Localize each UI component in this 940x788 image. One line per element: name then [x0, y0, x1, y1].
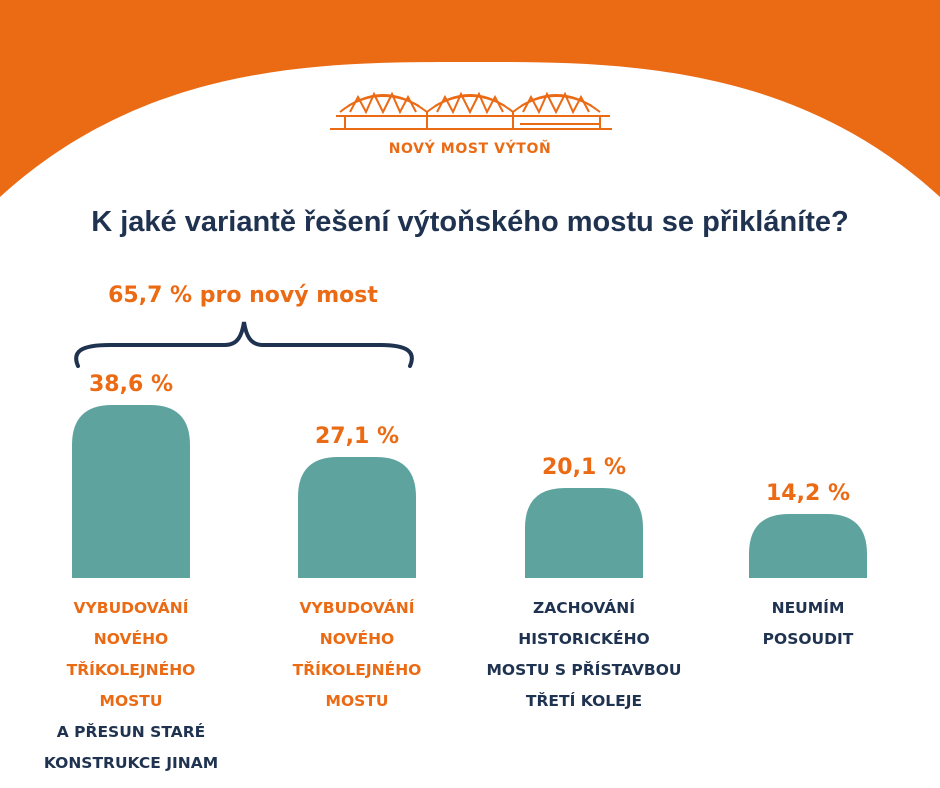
bar-3	[525, 488, 643, 578]
category-label-3: ZACHOVÁNÍ HISTORICKÉHO MOSTU S PŘÍSTAVBOU T…	[469, 593, 699, 717]
bridge-arches-icon	[330, 91, 612, 130]
category-label-line: TŘETÍ KOLEJE	[525, 692, 643, 710]
category-label-2: VYBUDOVÁNÍ NOVÉHO TŘÍKOLEJNÉHO MOSTU	[242, 593, 472, 717]
category-label-line: MOSTU	[325, 692, 389, 710]
category-label-line: MOSTU S PŘÍSTAVBOU	[486, 661, 682, 679]
header-arc-shape	[0, 0, 940, 197]
chart-title: K jaké variantě řešení výtoňského mostu …	[91, 206, 849, 238]
category-label-line: TŘÍKOLEJNÉHO	[66, 661, 196, 679]
category-label-line: VYBUDOVÁNÍ	[73, 599, 189, 617]
category-label-line: HISTORICKÉHO	[518, 630, 650, 648]
category-label-line: POSOUDIT	[762, 630, 854, 648]
bar-4	[749, 514, 867, 578]
category-label-line: NOVÉHO	[319, 630, 395, 648]
category-label-line: TŘÍKOLEJNÉHO	[292, 661, 422, 679]
category-label-line: NOVÉHO	[93, 630, 169, 648]
category-label-4: NEUMÍM POSOUDIT	[693, 593, 923, 655]
category-label-line: NEUMÍM	[771, 599, 845, 617]
logo-text: NOVÝ MOST VÝTOŇ	[388, 141, 552, 157]
bar-value-label-2: 27,1 %	[315, 424, 399, 449]
bar-value-label-4: 14,2 %	[766, 481, 850, 506]
category-label-line: VYBUDOVÁNÍ	[299, 599, 415, 617]
bar-1	[72, 405, 190, 578]
bar-2	[298, 457, 416, 578]
category-label-line: ZACHOVÁNÍ	[532, 599, 636, 617]
group-annotation-label: 65,7 % pro nový most	[108, 283, 378, 308]
category-label-line: MOSTU	[99, 692, 163, 710]
bar-value-label-1: 38,6 %	[89, 372, 173, 397]
category-label-line: A PŘESUN STARÉ	[56, 723, 206, 741]
category-label-1: VYBUDOVÁNÍ NOVÉHO TŘÍKOLEJNÉHO MOSTU A PŘESU…	[16, 593, 246, 779]
bar-value-label-3: 20,1 %	[542, 455, 626, 480]
category-label-line: KONSTRUKCE JINAM	[43, 754, 219, 772]
